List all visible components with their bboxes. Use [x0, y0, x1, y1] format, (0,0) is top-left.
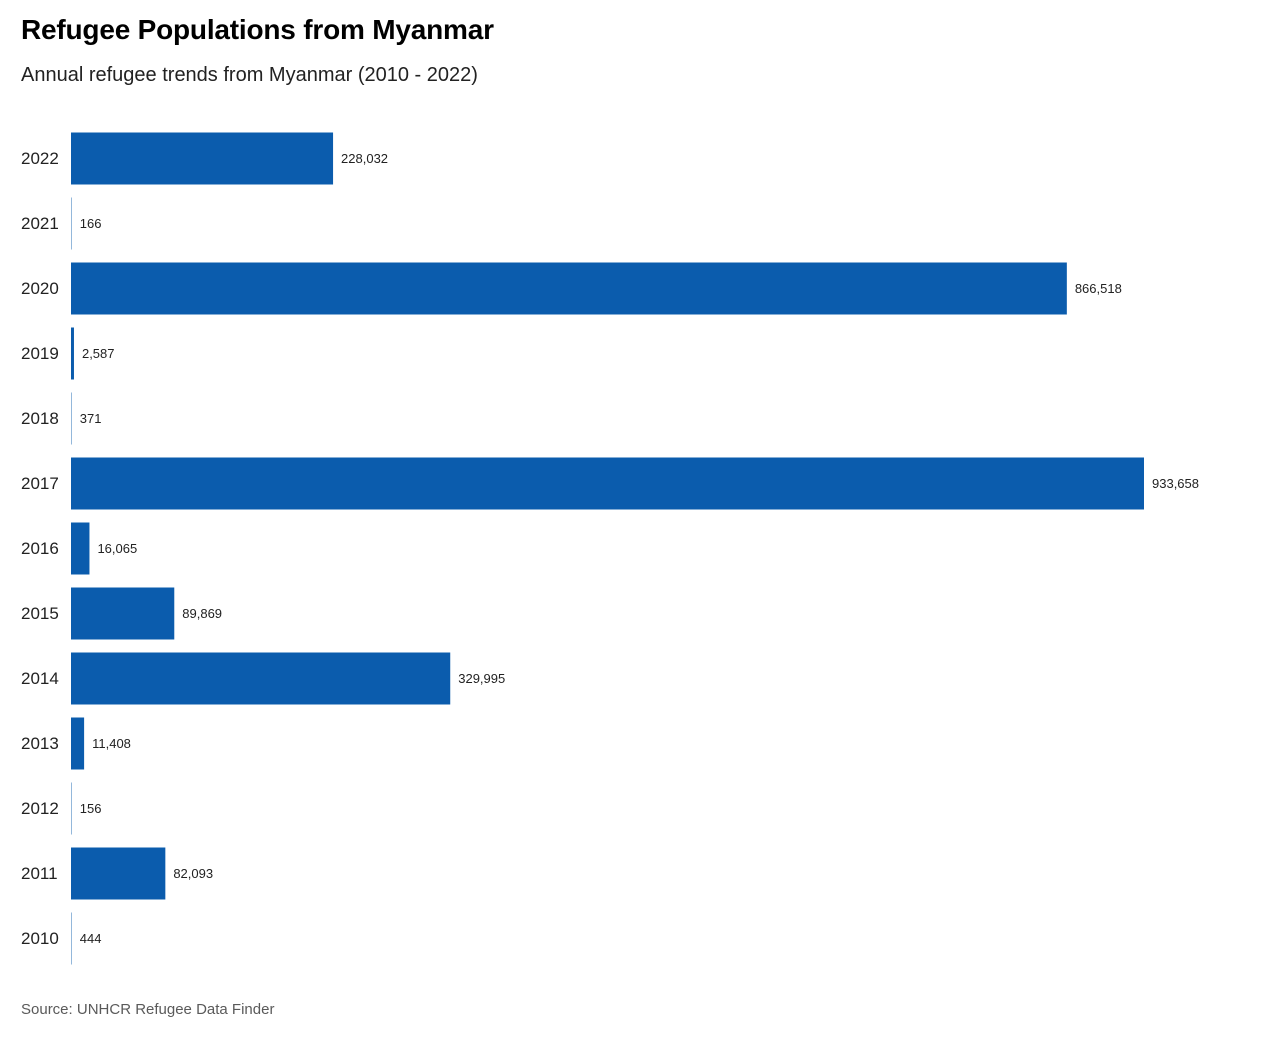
- value-label-2010: 444: [80, 931, 102, 946]
- category-label-2018: 2018: [21, 409, 59, 428]
- bar-2020: [71, 262, 1067, 315]
- bar-2017: [71, 457, 1144, 510]
- value-label-2018: 371: [80, 411, 102, 426]
- chart-subtitle: Annual refugee trends from Myanmar (2010…: [21, 64, 478, 86]
- value-label-2015: 89,869: [182, 606, 222, 621]
- category-label-2020: 2020: [21, 279, 59, 298]
- value-label-2020: 866,518: [1075, 281, 1122, 296]
- category-label-2015: 2015: [21, 604, 59, 623]
- value-label-2011: 82,093: [173, 866, 213, 881]
- value-label-2019: 2,587: [82, 346, 115, 361]
- value-label-2022: 228,032: [341, 151, 388, 166]
- value-label-2014: 329,995: [458, 671, 505, 686]
- source-note: Source: UNHCR Refugee Data Finder: [21, 1001, 275, 1018]
- category-label-2011: 2011: [21, 864, 58, 883]
- bar-2019: [71, 327, 74, 380]
- labels-layer: 2022 228,032 2021 166 2020 866,518 2019 2,587 20…: [21, 149, 1199, 948]
- bar-2016: [71, 522, 90, 575]
- bar-2021: [71, 197, 72, 250]
- bar-2013: [71, 717, 85, 770]
- bar-2014: [71, 652, 451, 705]
- value-label-2016: 16,065: [97, 541, 137, 556]
- bar-2015: [71, 587, 175, 640]
- category-label-2013: 2013: [21, 734, 59, 753]
- bar-2018: [71, 392, 72, 445]
- bar-2022: [71, 132, 334, 185]
- value-label-2012: 156: [80, 801, 102, 816]
- category-label-2017: 2017: [21, 474, 59, 493]
- bar-2012: [71, 782, 72, 835]
- category-label-2021: 2021: [21, 214, 59, 233]
- bars-layer: [71, 132, 1144, 965]
- category-label-2010: 2010: [21, 929, 59, 948]
- value-label-2021: 166: [80, 216, 102, 231]
- category-label-2016: 2016: [21, 539, 59, 558]
- category-label-2019: 2019: [21, 344, 59, 363]
- bar-2011: [71, 847, 166, 900]
- category-label-2022: 2022: [21, 149, 59, 168]
- category-label-2014: 2014: [21, 669, 59, 688]
- value-label-2017: 933,658: [1152, 476, 1199, 491]
- category-label-2012: 2012: [21, 799, 59, 818]
- value-label-2013: 11,408: [92, 736, 131, 751]
- chart-title: Refugee Populations from Myanmar: [21, 14, 494, 45]
- bar-2010: [71, 912, 72, 965]
